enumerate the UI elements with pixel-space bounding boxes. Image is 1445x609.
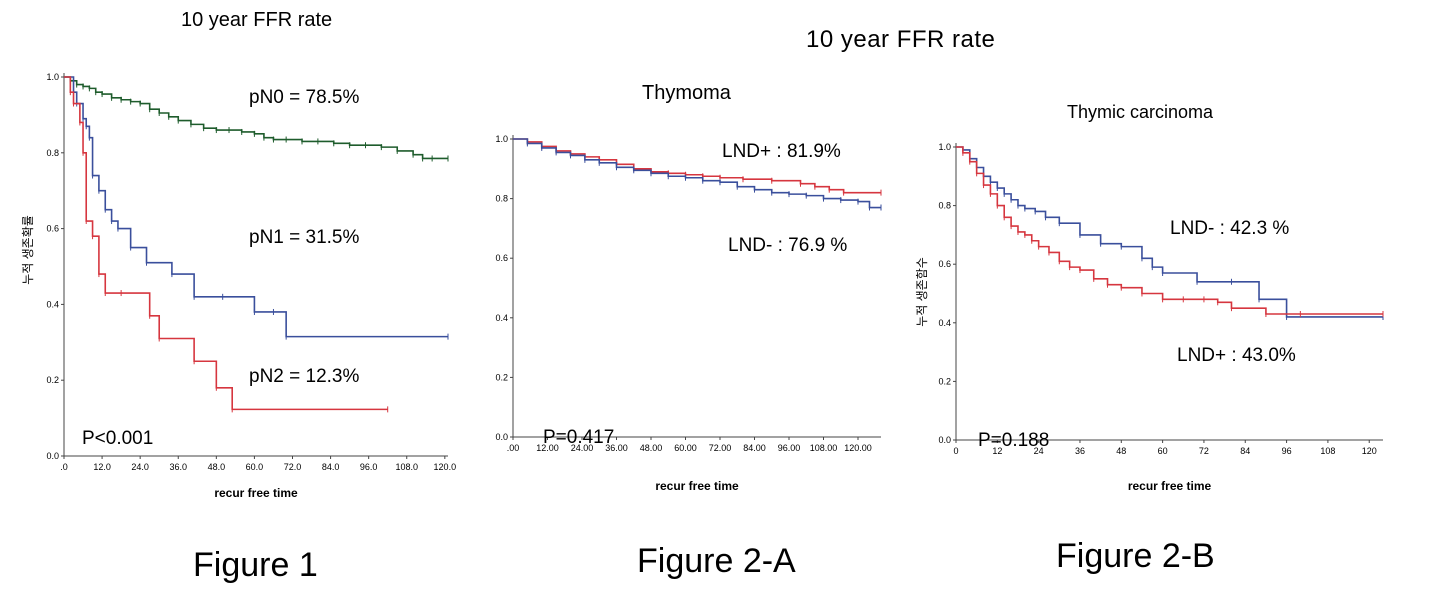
fig1-y-tick-label: 0.4	[46, 299, 59, 309]
fig2a-x-tick-label: 84.00	[743, 443, 766, 453]
fig2a-y-tick-label: 0.2	[495, 372, 508, 382]
fig1-y-axis-label: 누적 생존확률	[21, 215, 35, 285]
figure-2b-subtitle: Thymic carcinoma	[1067, 102, 1214, 122]
fig1-y-tick-label: 1.0	[46, 72, 59, 82]
fig2a-x-tick-label: 60.00	[674, 443, 697, 453]
fig1-x-tick-label: .0	[60, 462, 68, 472]
fig2a-y-tick-label: 0.6	[495, 253, 508, 263]
fig2b-y-tick-label: 0.2	[938, 376, 951, 386]
fig2b-y-tick-label: 1.0	[938, 142, 951, 152]
fig1-y-tick-label: 0.0	[46, 451, 59, 461]
fig2b-x-tick-label: 120	[1362, 446, 1377, 456]
fig1-series-pn1-line	[64, 76, 448, 338]
fig2b-y-tick-label: 0.6	[938, 259, 951, 269]
fig2b-x-tick-label: 84	[1240, 446, 1250, 456]
fig1-annotation: pN1 = 31.5%	[249, 227, 359, 248]
fig2a-x-tick-label: 24.00	[571, 443, 594, 453]
fig1-annotation: P<0.001	[82, 428, 153, 449]
fig1-series-pn0-line	[64, 76, 448, 160]
fig1-x-tick-label: 108.0	[395, 462, 418, 472]
fig2b-x-tick-label: 60	[1158, 446, 1168, 456]
fig1-x-tick-label: 84.0	[322, 462, 340, 472]
fig2a-x-tick-label: 72.00	[709, 443, 732, 453]
fig2b-y-tick-label: 0.4	[938, 318, 951, 328]
figure-2b-label: Figure 2-B	[1056, 537, 1215, 575]
fig2b-x-tick-label: 36	[1075, 446, 1085, 456]
fig1-x-tick-label: 120.0	[434, 462, 457, 472]
fig2b-chart: 0.0 0.2 0.4 0.6 0.8 1.0 0 12 24 36 48 60 72 84 96 108 12…	[915, 142, 1384, 493]
fig2a-x-tick-label: .00	[507, 443, 520, 453]
fig2a-x-tick-label: 36.00	[605, 443, 628, 453]
fig2a-x-tick-label: 120.00	[844, 443, 872, 453]
fig2a-y-tick-label: 1.0	[495, 134, 508, 144]
fig2a-x-tick-label: 108.00	[810, 443, 838, 453]
figure-2a-subtitle: Thymoma	[642, 82, 731, 104]
fig2a-x-tick-label: 12.00	[536, 443, 559, 453]
fig1-x-tick-label: 12.0	[93, 462, 111, 472]
fig1-y-tick-label: 0.8	[46, 148, 59, 158]
fig1-x-tick-label: 24.0	[131, 462, 149, 472]
fig2a-x-tick-label: 96.00	[778, 443, 801, 453]
fig1-chart: 0.0 0.2 0.4 0.6 0.8 1.0 .0 12.0 24.0 36.0 48.0 60.0…	[21, 72, 456, 500]
fig1-y-tick-label: 0.2	[46, 375, 59, 385]
fig2a-x-axis-label: recur free time	[655, 479, 739, 493]
fig2b-x-tick-label: 0	[953, 446, 958, 456]
fig2a-annotation: LND- : 76.9 %	[728, 235, 847, 256]
figure-2a-label: Figure 2-A	[637, 542, 796, 580]
fig2b-x-tick-label: 96	[1282, 446, 1292, 456]
fig1-x-tick-label: 60.0	[246, 462, 264, 472]
fig2b-x-axis-label: recur free time	[1128, 479, 1212, 493]
fig2b-annotation: LND- : 42.3 %	[1170, 218, 1289, 239]
fig1-annotation: pN2 = 12.3%	[249, 366, 359, 387]
fig2b-x-tick-label: 108	[1320, 446, 1335, 456]
fig2a-y-tick-label: 0.0	[495, 432, 508, 442]
fig1-y-tick-label: 0.6	[46, 224, 59, 234]
fig2a-x-tick-label: 48.00	[640, 443, 663, 453]
fig1-x-tick-label: 48.0	[208, 462, 226, 472]
fig2a-chart: 0.0 0.2 0.4 0.6 0.8 1.0 .00 12.00 24.00 36.00 48.0…	[495, 134, 882, 493]
fig1-x-axis-label: recur free time	[214, 486, 298, 500]
figure-2-title: 10 year FFR rate	[806, 26, 996, 53]
fig1-x-tick-label: 96.0	[360, 462, 378, 472]
fig1-x-tick-label: 72.0	[284, 462, 302, 472]
fig2b-y-axis-label: 누적 생존함수	[915, 257, 929, 327]
fig1-annotation: pN0 = 78.5%	[249, 87, 359, 108]
fig2b-y-tick-label: 0.8	[938, 201, 951, 211]
fig2b-annotation: LND+ : 43.0%	[1177, 345, 1296, 366]
fig2b-x-tick-label: 72	[1199, 446, 1209, 456]
figure-1-title: 10 year FFR rate	[181, 9, 333, 31]
fig2a-annotation: LND+ : 81.9%	[722, 141, 841, 162]
fig2b-x-tick-label: 12	[992, 446, 1002, 456]
fig1-x-tick-label: 36.0	[169, 462, 187, 472]
fig2b-x-tick-label: 24	[1034, 446, 1044, 456]
fig2b-x-tick-label: 48	[1116, 446, 1126, 456]
figure-1-label: Figure 1	[193, 546, 318, 584]
fig2b-y-tick-label: 0.0	[938, 435, 951, 445]
fig2a-y-tick-label: 0.4	[495, 313, 508, 323]
fig2a-annotation: P=0.417	[543, 427, 614, 448]
fig2b-annotation: P=0.188	[978, 430, 1049, 451]
fig2a-y-tick-label: 0.8	[495, 194, 508, 204]
